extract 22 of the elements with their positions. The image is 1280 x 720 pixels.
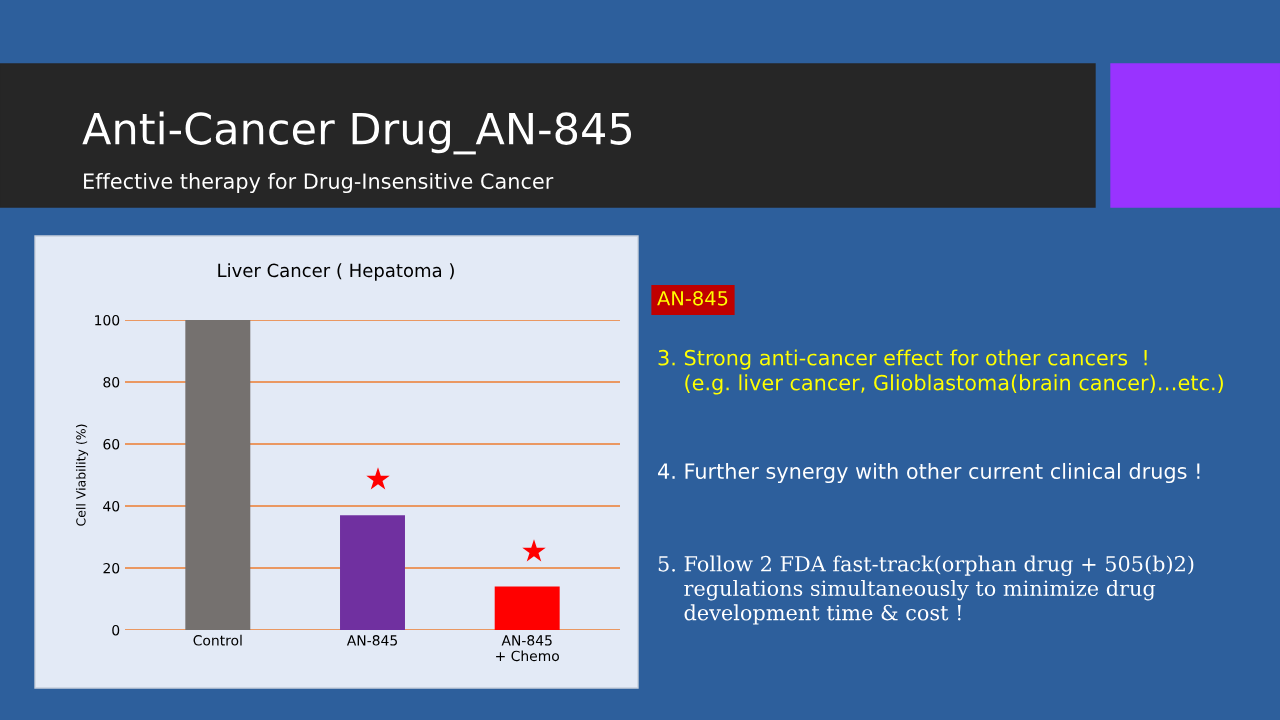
annotation: ★ — [522, 539, 546, 562]
y-tick-label: 60 — [103, 438, 120, 450]
text: Liver Cancer ( Hepatoma ) — [218, 263, 454, 281]
chart-subtitle: Effective therapy for Drug-Insensitive Cancer — [84, 172, 554, 194]
y-axis-title: Cell Viability (%) — [75, 424, 89, 526]
y-tick-label: 100 — [95, 314, 120, 326]
y-tick-label: 20 — [103, 562, 120, 574]
y-tick-label: 0 — [112, 624, 120, 636]
text: 5. Follow 2 FDA fast-track(orphan drug + 505(b)2) regulations simultaneously to minimize drug development time & cost ! — [658, 555, 1194, 625]
text: AN-845 — [657, 290, 728, 306]
bar — [494, 586, 560, 630]
bar — [185, 320, 251, 630]
text: 4. Further synergy with other current clinical drugs ! — [658, 462, 1200, 484]
x-tick-label: AN-845 + Chemo — [496, 635, 559, 662]
text: 3. Strong anti-cancer effect for other cancers ! (e.g. liver cancer, Glioblastoma(brain cancer)…etc.) — [658, 349, 1223, 395]
annotation: ★ — [366, 467, 390, 490]
x-tick-label: AN-845 — [346, 635, 397, 646]
x-tick-label: Control — [193, 634, 242, 646]
y-tick-label: 40 — [103, 500, 120, 512]
bar — [340, 515, 405, 630]
y-tick-label: 80 — [103, 376, 120, 388]
chart-title: Anti-Cancer Drug_AN-845 — [82, 111, 632, 155]
